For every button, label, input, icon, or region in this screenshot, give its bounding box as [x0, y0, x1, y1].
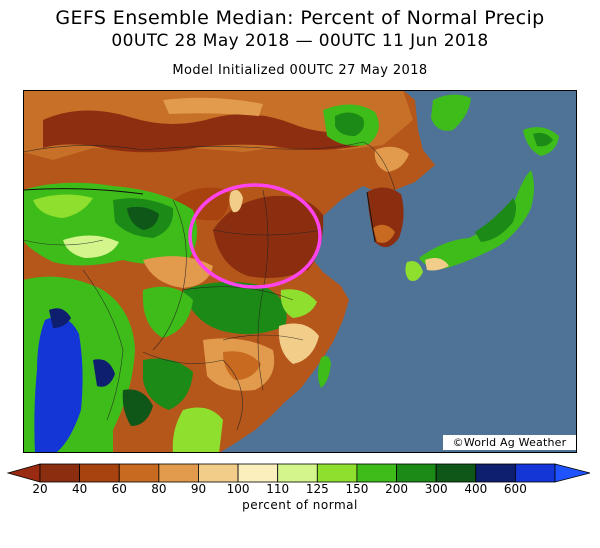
japan-kyushu: [405, 261, 423, 281]
colorbar-swatch: [435, 463, 477, 483]
colorbar-swatch: [396, 463, 437, 483]
map-title: GEFS Ensemble Median: Percent of Normal …: [55, 7, 545, 29]
colorbar-tick-label: 20: [32, 482, 48, 496]
taiwan: [318, 356, 331, 388]
colorbar-tick-label: 300: [424, 482, 448, 496]
model-init-time: Model Initialized 00UTC 27 May 2018: [172, 63, 428, 78]
colorbar-swatch: [316, 463, 358, 483]
highlight-circle: [188, 183, 322, 289]
colorbar-swatch: [356, 463, 397, 483]
colorbar-tick-label: 600: [503, 482, 527, 496]
japan-honshu: [419, 170, 534, 269]
colorbar-tick-label: 60: [111, 482, 127, 496]
colorbar-tick-label: 150: [345, 482, 369, 496]
colorbar-tick-label: 80: [151, 482, 167, 496]
colorbar-over-arrow: [554, 463, 591, 483]
colorbar-swatch: [158, 463, 199, 483]
colorbar-swatch: [277, 463, 318, 483]
colorbar-tick-label: 400: [464, 482, 488, 496]
colorbar-swatch: [198, 463, 239, 483]
colorbar-swatch: [118, 463, 160, 483]
colorbar-swatch: [79, 463, 120, 483]
colorbar-swatch: [514, 463, 556, 483]
colorbar-tick-label: 125: [305, 482, 329, 496]
colorbar-tick-label: 200: [385, 482, 408, 496]
colorbar-tick-label: 110: [266, 482, 290, 496]
colorbar-swatch: [39, 463, 81, 483]
colorbar-unit: percent of normal: [242, 498, 358, 512]
colorbar-under-arrow: [6, 463, 41, 483]
colorbar-tick-label: 40: [71, 482, 88, 496]
valid-period: 00UTC 28 May 2018 — 00UTC 11 Jun 2018: [111, 31, 489, 51]
credit-label: ©World Ag Weather: [443, 435, 576, 450]
colorbar: [6, 463, 591, 483]
colorbar-swatch: [475, 463, 516, 483]
colorbar-tick-label: 90: [190, 482, 207, 496]
precip-map: [23, 90, 577, 453]
colorbar-tick-label: 100: [226, 482, 250, 496]
colorbar-swatch: [237, 463, 279, 483]
